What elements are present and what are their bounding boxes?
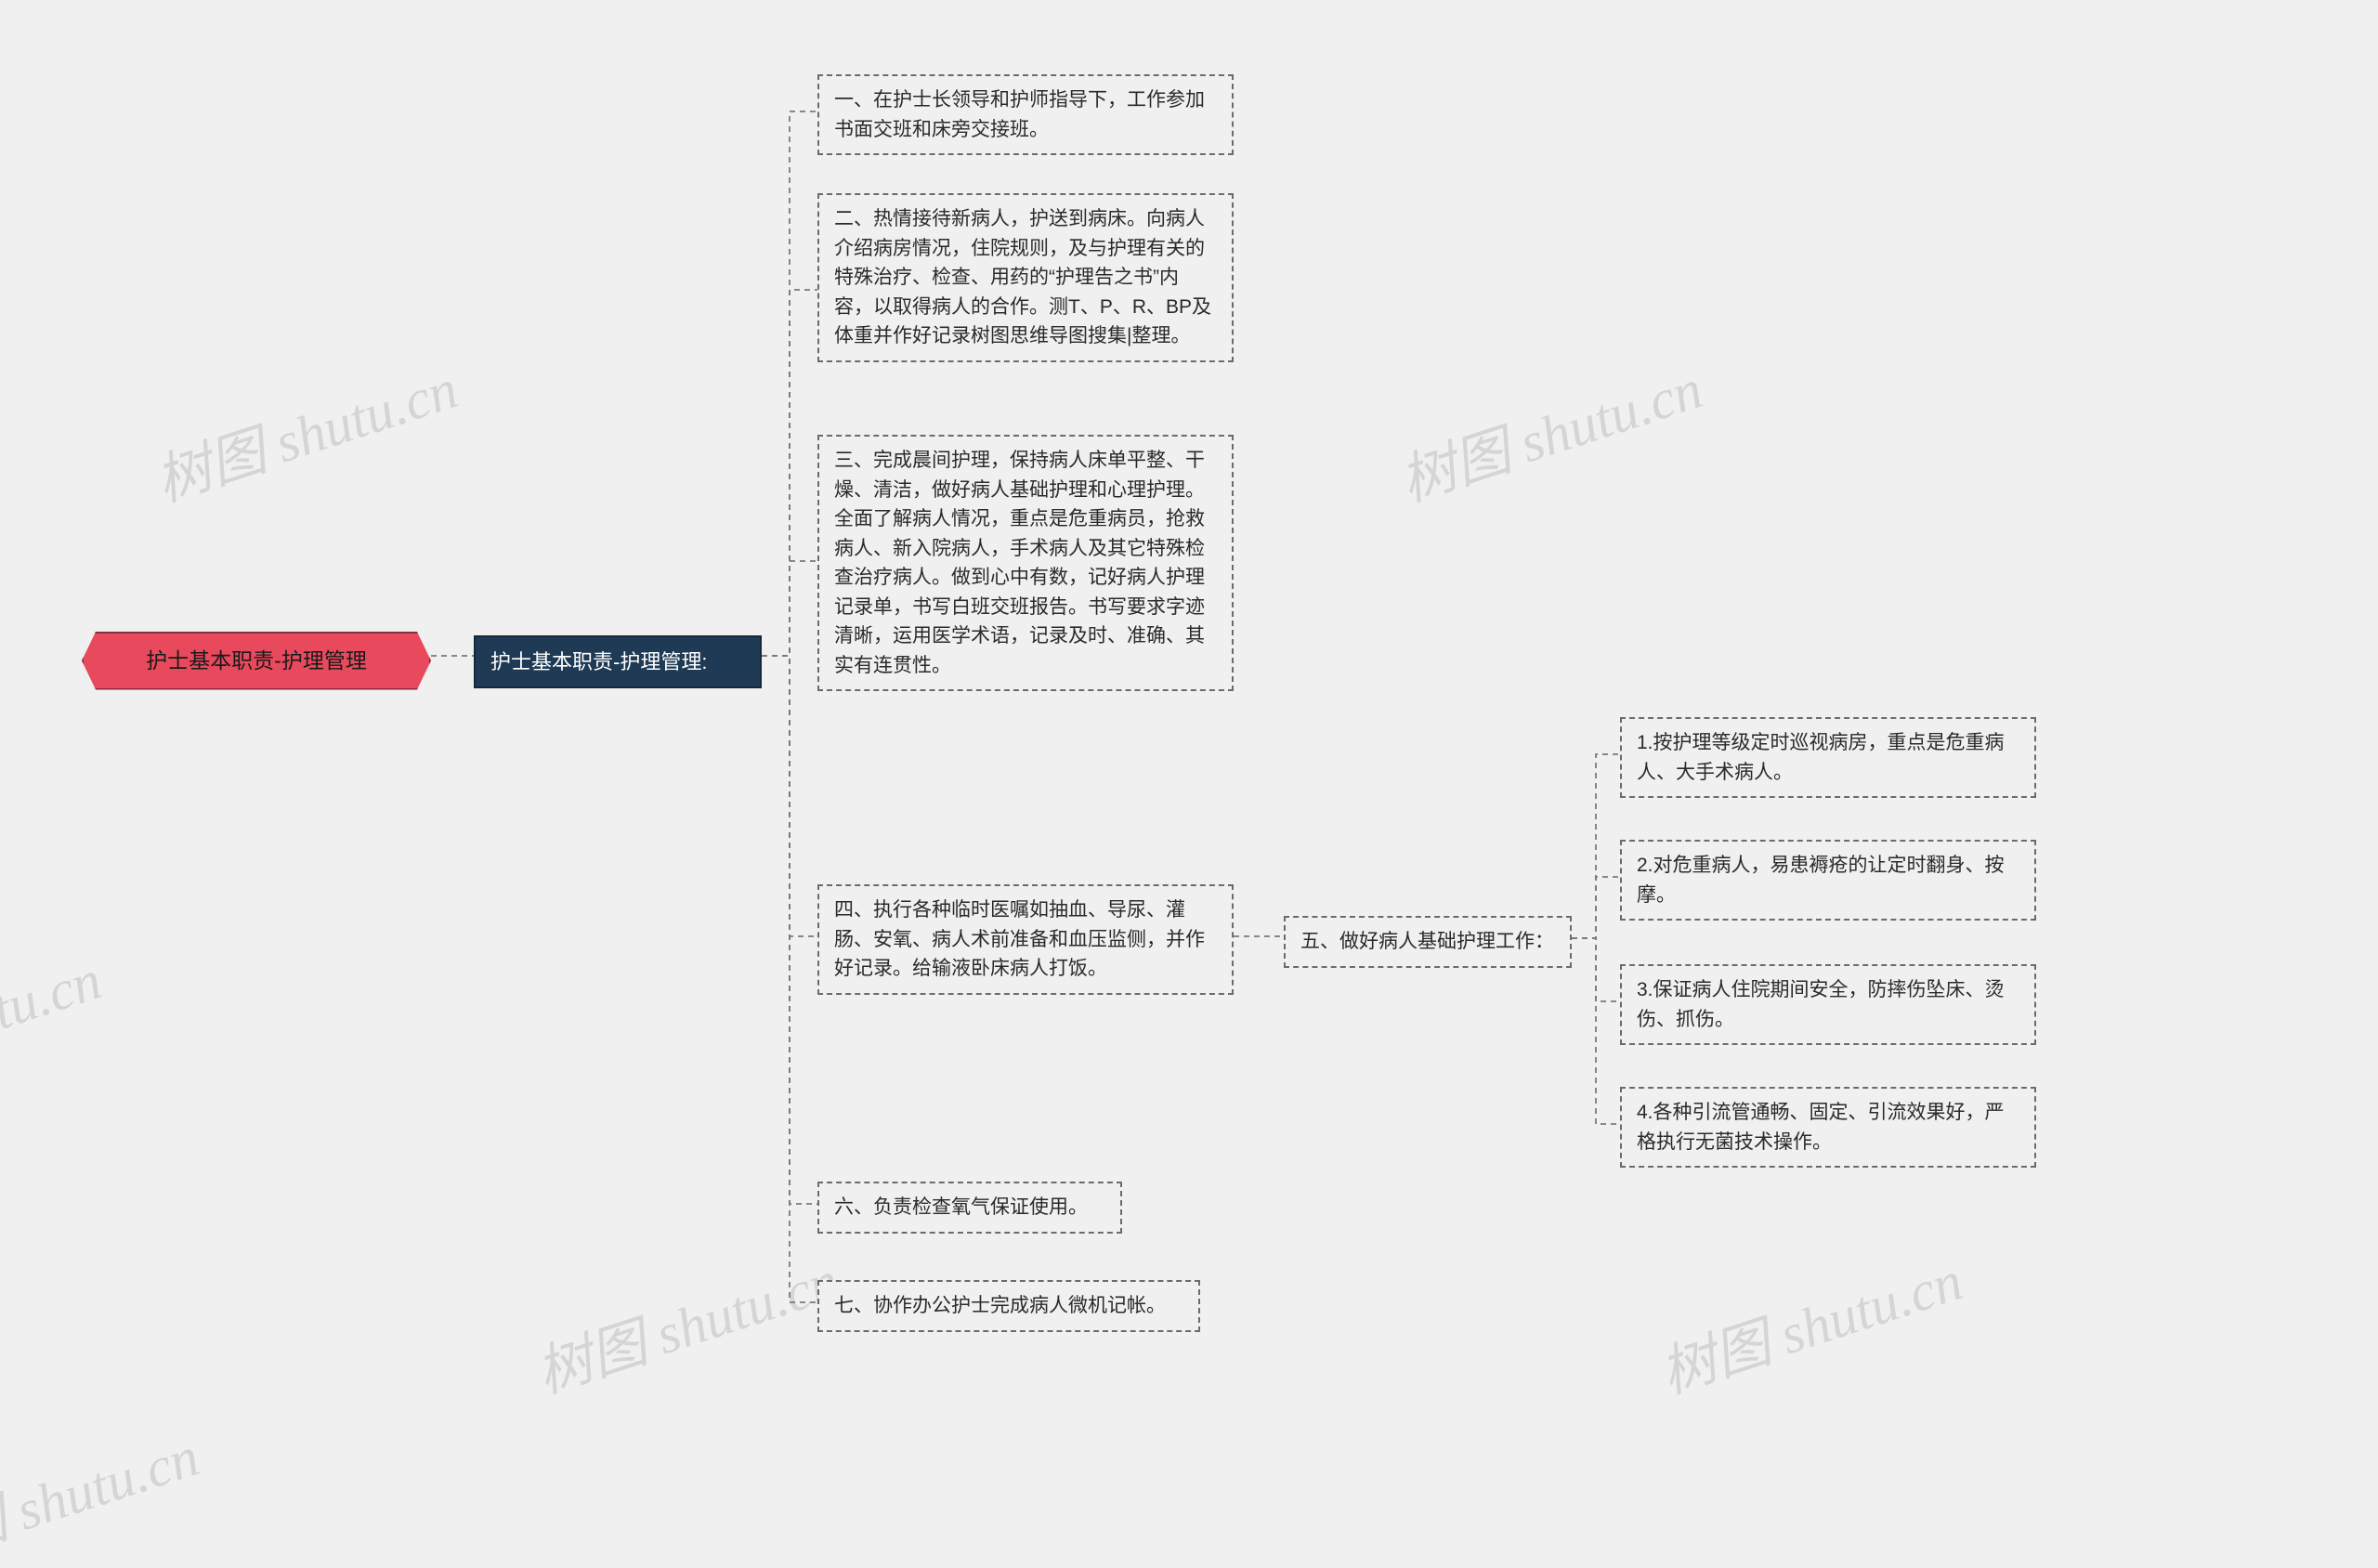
watermark: 树图 shutu.cn: [1389, 344, 1711, 517]
mindmap-canvas: 树图 shutu.cn 树图 shutu.cn shutu.cn 树图 shut…: [0, 0, 2378, 1463]
leaf-node-4[interactable]: 四、执行各种临时医嘱如抽血、导尿、灌肠、安氧、病人术前准备和血压监侧，并作好记录…: [817, 884, 1234, 995]
watermark: 树图 shutu.cn: [144, 344, 466, 517]
watermark: shutu.cn: [0, 948, 109, 1067]
leaf-node-5-1[interactable]: 1.按护理等级定时巡视病房，重点是危重病人、大手术病人。: [1620, 717, 2036, 798]
leaf-node-1[interactable]: 一、在护士长领导和护师指导下，工作参加书面交班和床旁交接班。: [817, 74, 1234, 155]
leaf-node-5-4[interactable]: 4.各种引流管通畅、固定、引流效果好，严格执行无菌技术操作。: [1620, 1087, 2036, 1168]
leaf-node-6[interactable]: 六、负责检查氧气保证使用。: [817, 1182, 1122, 1234]
branch-node-5[interactable]: 五、做好病人基础护理工作：: [1284, 916, 1572, 968]
leaf-node-7[interactable]: 七、协作办公护士完成病人微机记帐。: [817, 1280, 1200, 1332]
leaf-node-5-2[interactable]: 2.对危重病人，易患褥疮的让定时翻身、按摩。: [1620, 840, 2036, 921]
root-node[interactable]: 护士基本职责-护理管理: [82, 632, 431, 690]
branch-node-main[interactable]: 护士基本职责-护理管理:: [474, 635, 762, 688]
watermark: 树图 shutu.cn: [1649, 1235, 1971, 1409]
watermark: 图 shutu.cn: [0, 1411, 207, 1567]
leaf-node-3[interactable]: 三、完成晨间护理，保持病人床单平整、干燥、清洁，做好病人基础护理和心理护理。全面…: [817, 435, 1234, 691]
watermark: 树图 shutu.cn: [525, 1235, 847, 1409]
leaf-node-5-3[interactable]: 3.保证病人住院期间安全，防摔伤坠床、烫伤、抓伤。: [1620, 964, 2036, 1045]
leaf-node-2[interactable]: 二、热情接待新病人，护送到病床。向病人介绍病房情况，住院规则，及与护理有关的特殊…: [817, 193, 1234, 362]
